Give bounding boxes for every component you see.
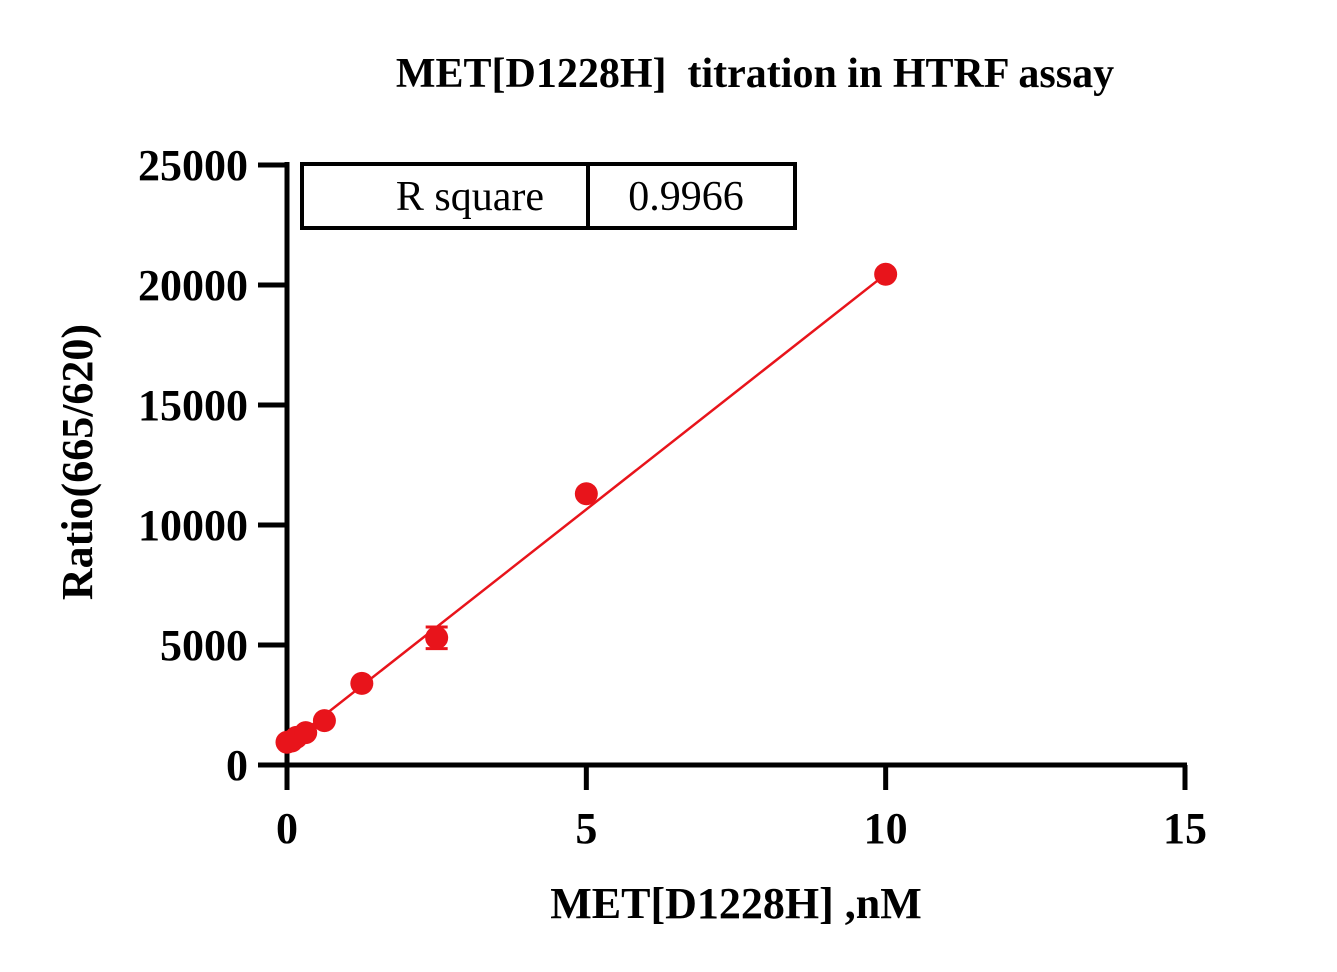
y-tick-label: 25000 [138, 141, 248, 190]
data-points [275, 262, 898, 754]
y-tick-label: 10000 [138, 501, 248, 550]
x-tick-label: 0 [276, 804, 298, 853]
y-tick-label: 5000 [160, 621, 248, 670]
data-point [874, 262, 898, 286]
y-axis: 0 5000 10000 15000 20000 25000 [138, 141, 290, 790]
x-tick-label: 5 [575, 804, 597, 853]
r-square-label: R square [396, 174, 544, 220]
r-square-table-border [300, 162, 797, 230]
x-ticks: 0 5 10 15 [276, 765, 1207, 853]
chart-title: MET[D1228H] titration in HTRF assay [396, 51, 1114, 97]
r-square-value: 0.9966 [628, 174, 744, 220]
data-point [312, 709, 336, 733]
y-tick-label: 0 [226, 741, 248, 790]
fit-line [286, 273, 887, 746]
x-tick-label: 15 [1163, 804, 1207, 853]
y-tick-label: 15000 [138, 381, 248, 430]
y-ticks: 0 5000 10000 15000 20000 25000 [138, 141, 287, 790]
data-point [350, 671, 374, 695]
r-square-table: R square 0.9966 [300, 162, 797, 230]
data-point [574, 482, 598, 506]
data-point [294, 721, 318, 745]
y-tick-label: 20000 [138, 261, 248, 310]
data-point [425, 626, 449, 650]
x-axis-label: MET[D1228H] ,nM [550, 879, 922, 928]
y-axis-label: Ratio(665/620) [53, 324, 102, 600]
x-tick-label: 10 [864, 804, 908, 853]
x-axis: 0 5 10 15 [258, 762, 1207, 853]
